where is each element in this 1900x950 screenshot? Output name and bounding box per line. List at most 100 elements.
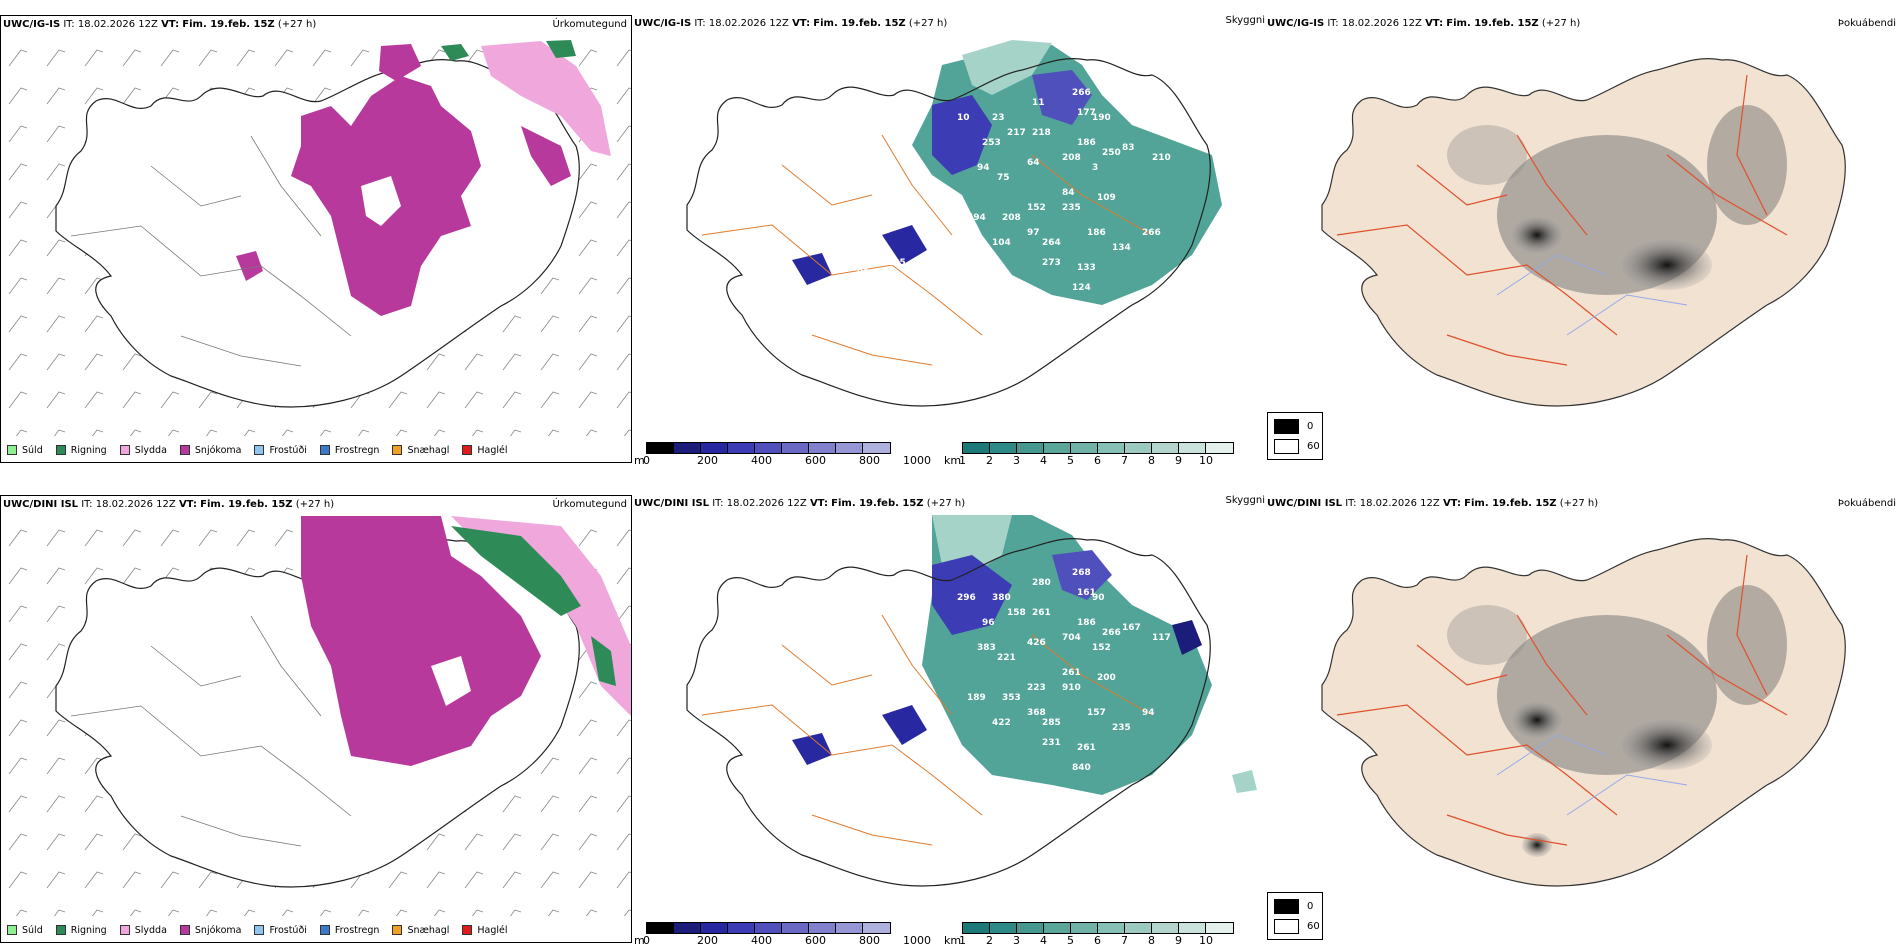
legend-swatch [119,925,130,935]
it-value: 18.02.2026 12Z [77,19,158,30]
roads [701,614,1153,846]
cbar-box [728,923,755,933]
cloud-base-label: 261 [1077,743,1096,753]
cbar-box [963,443,990,453]
snow-area-3 [236,251,263,281]
model-name: UWC/DINI ISL [3,499,79,510]
legend-swatch [462,925,473,935]
cloud-base-label: 133 [1077,263,1096,273]
cbar-box [963,923,990,933]
visibility-area [912,45,1222,305]
iceland-outline [686,58,1211,407]
fog-legend-swatch [1274,419,1299,434]
cloud-base-label: 266 [1072,88,1091,98]
cloud-base-label: 218 [1032,128,1051,138]
cloud-base-label: 261 [1032,608,1051,618]
cloud-base-label: 217 [1007,128,1026,138]
cbar-box [1152,443,1179,453]
legend-item: Haglél [462,445,508,456]
it-value: 18.02.2026 12Z [1341,18,1422,29]
cloud-base-label: 23 [992,113,1005,123]
visibility-colorbar: km 1 2 3 4 5 6 7 8 [944,922,1254,950]
cloud-base-label: 253 [982,138,1001,148]
cloud-base-label: 64 [1027,158,1040,168]
cloud-base-blue-3 [882,705,927,745]
white-gap [361,176,401,226]
cloud-base-label: 231 [1042,738,1061,748]
panel-header: UWC/DINI ISL IT: 18.02.2026 12Z VT: Fim.… [634,498,965,509]
cbar-box [1098,443,1125,453]
fog-patch [1512,217,1562,253]
it-value: 18.02.2026 12Z [1359,498,1440,509]
cloud-base-label: 135 [887,258,906,268]
model-name: UWC/IG-IS [634,18,692,29]
precip-type-panel-bottom: UWC/DINI ISL IT: 18.02.2026 12Z VT: Fim.… [0,495,632,943]
rain-area-2 [591,636,616,686]
cloud-base-label: 353 [1002,693,1021,703]
cloud-base-label: 261 [1062,668,1081,678]
model-name: UWC/IG-IS [1267,18,1325,29]
panel-title: Skyggni [1225,495,1265,506]
vt-label: VT: [1425,18,1444,29]
cbar-box [863,443,890,453]
cbar-box [1206,443,1233,453]
cloud-base-label: 594 [967,213,986,223]
row-top: UWC/IG-IS IT: 18.02.2026 12Z VT: Fim. 19… [0,15,1900,467]
cbar-unit: km [944,934,962,947]
cbar-box [1179,923,1206,933]
panel-header: UWC/DINI ISL IT: 18.02.2026 12Z VT: Fim.… [3,499,334,510]
vt-label: VT: [809,498,828,509]
cbar-box [674,923,701,933]
iceland-outline [686,538,1211,887]
cloud-base-label: 208 [1002,213,1021,223]
legend-swatch [179,445,190,455]
cloud-base-label: 83 [1122,143,1135,153]
fog-map [1267,515,1897,915]
cloud-base-label: 158 [1007,608,1026,618]
cbar-box [1125,923,1152,933]
roads [701,134,1153,366]
cloud-base-label: 266 [1142,228,1161,238]
cbar-box [990,923,1017,933]
it-label: IT: [712,498,724,509]
legend-item: Snjókoma [179,925,241,936]
panel-title: Skyggni [1225,15,1265,26]
cloud-base-label: 11 [1032,98,1045,108]
legend-item: Snæhagl [392,445,449,456]
cbar-box [1152,923,1179,933]
cloud-base-label: 738 [932,238,951,248]
cloud-base-label: 91 [857,268,870,278]
legend-item: Frostregn [319,445,379,456]
panel-title: Úrkomutegund [552,499,627,510]
legend-item: Rigning [55,445,107,456]
cloud-base-label: 223 [1027,683,1046,693]
legend-swatch [119,445,130,455]
cloud-base-blue-4 [792,733,832,765]
precip-legend: Súld Rigning Slydda Snjókoma Frostúði Fr… [1,919,508,941]
legend-swatch [179,925,190,935]
cloud-base-label: 268 [1072,568,1091,578]
legend-swatch [319,925,330,935]
cloud-base-colorbar: m 0 200 400 600 800 1000 [634,922,934,950]
cbar-box [1206,923,1233,933]
cbar-boxes [962,922,1234,934]
cloud-base-label: 75 [887,738,900,748]
fog-legend-swatch [1274,899,1299,914]
precip-legend: Súld Rigning Slydda Snjókoma Frostúði Fr… [1,439,508,461]
cloud-base-label: 167 [1122,623,1141,633]
cloud-base-label: 96 [982,618,995,628]
legend-item: Snæhagl [392,925,449,936]
cbar-box [836,923,863,933]
it-value: 18.02.2026 12Z [708,18,789,29]
cloud-base-label: 264 [1042,238,1061,248]
cbar-box [647,443,674,453]
fog-panel-top: UWC/IG-IS IT: 18.02.2026 12Z VT: Fim. 19… [1267,15,1900,463]
cloud-base-label: 186 [1087,228,1106,238]
it-label: IT: [694,18,706,29]
legend-item: Slydda [119,445,167,456]
cbar-box [782,443,809,453]
panel-header: UWC/IG-IS IT: 18.02.2026 12Z VT: Fim. 19… [634,18,947,29]
cloud-base-label: 94 [977,163,990,173]
cbar-box [1125,443,1152,453]
